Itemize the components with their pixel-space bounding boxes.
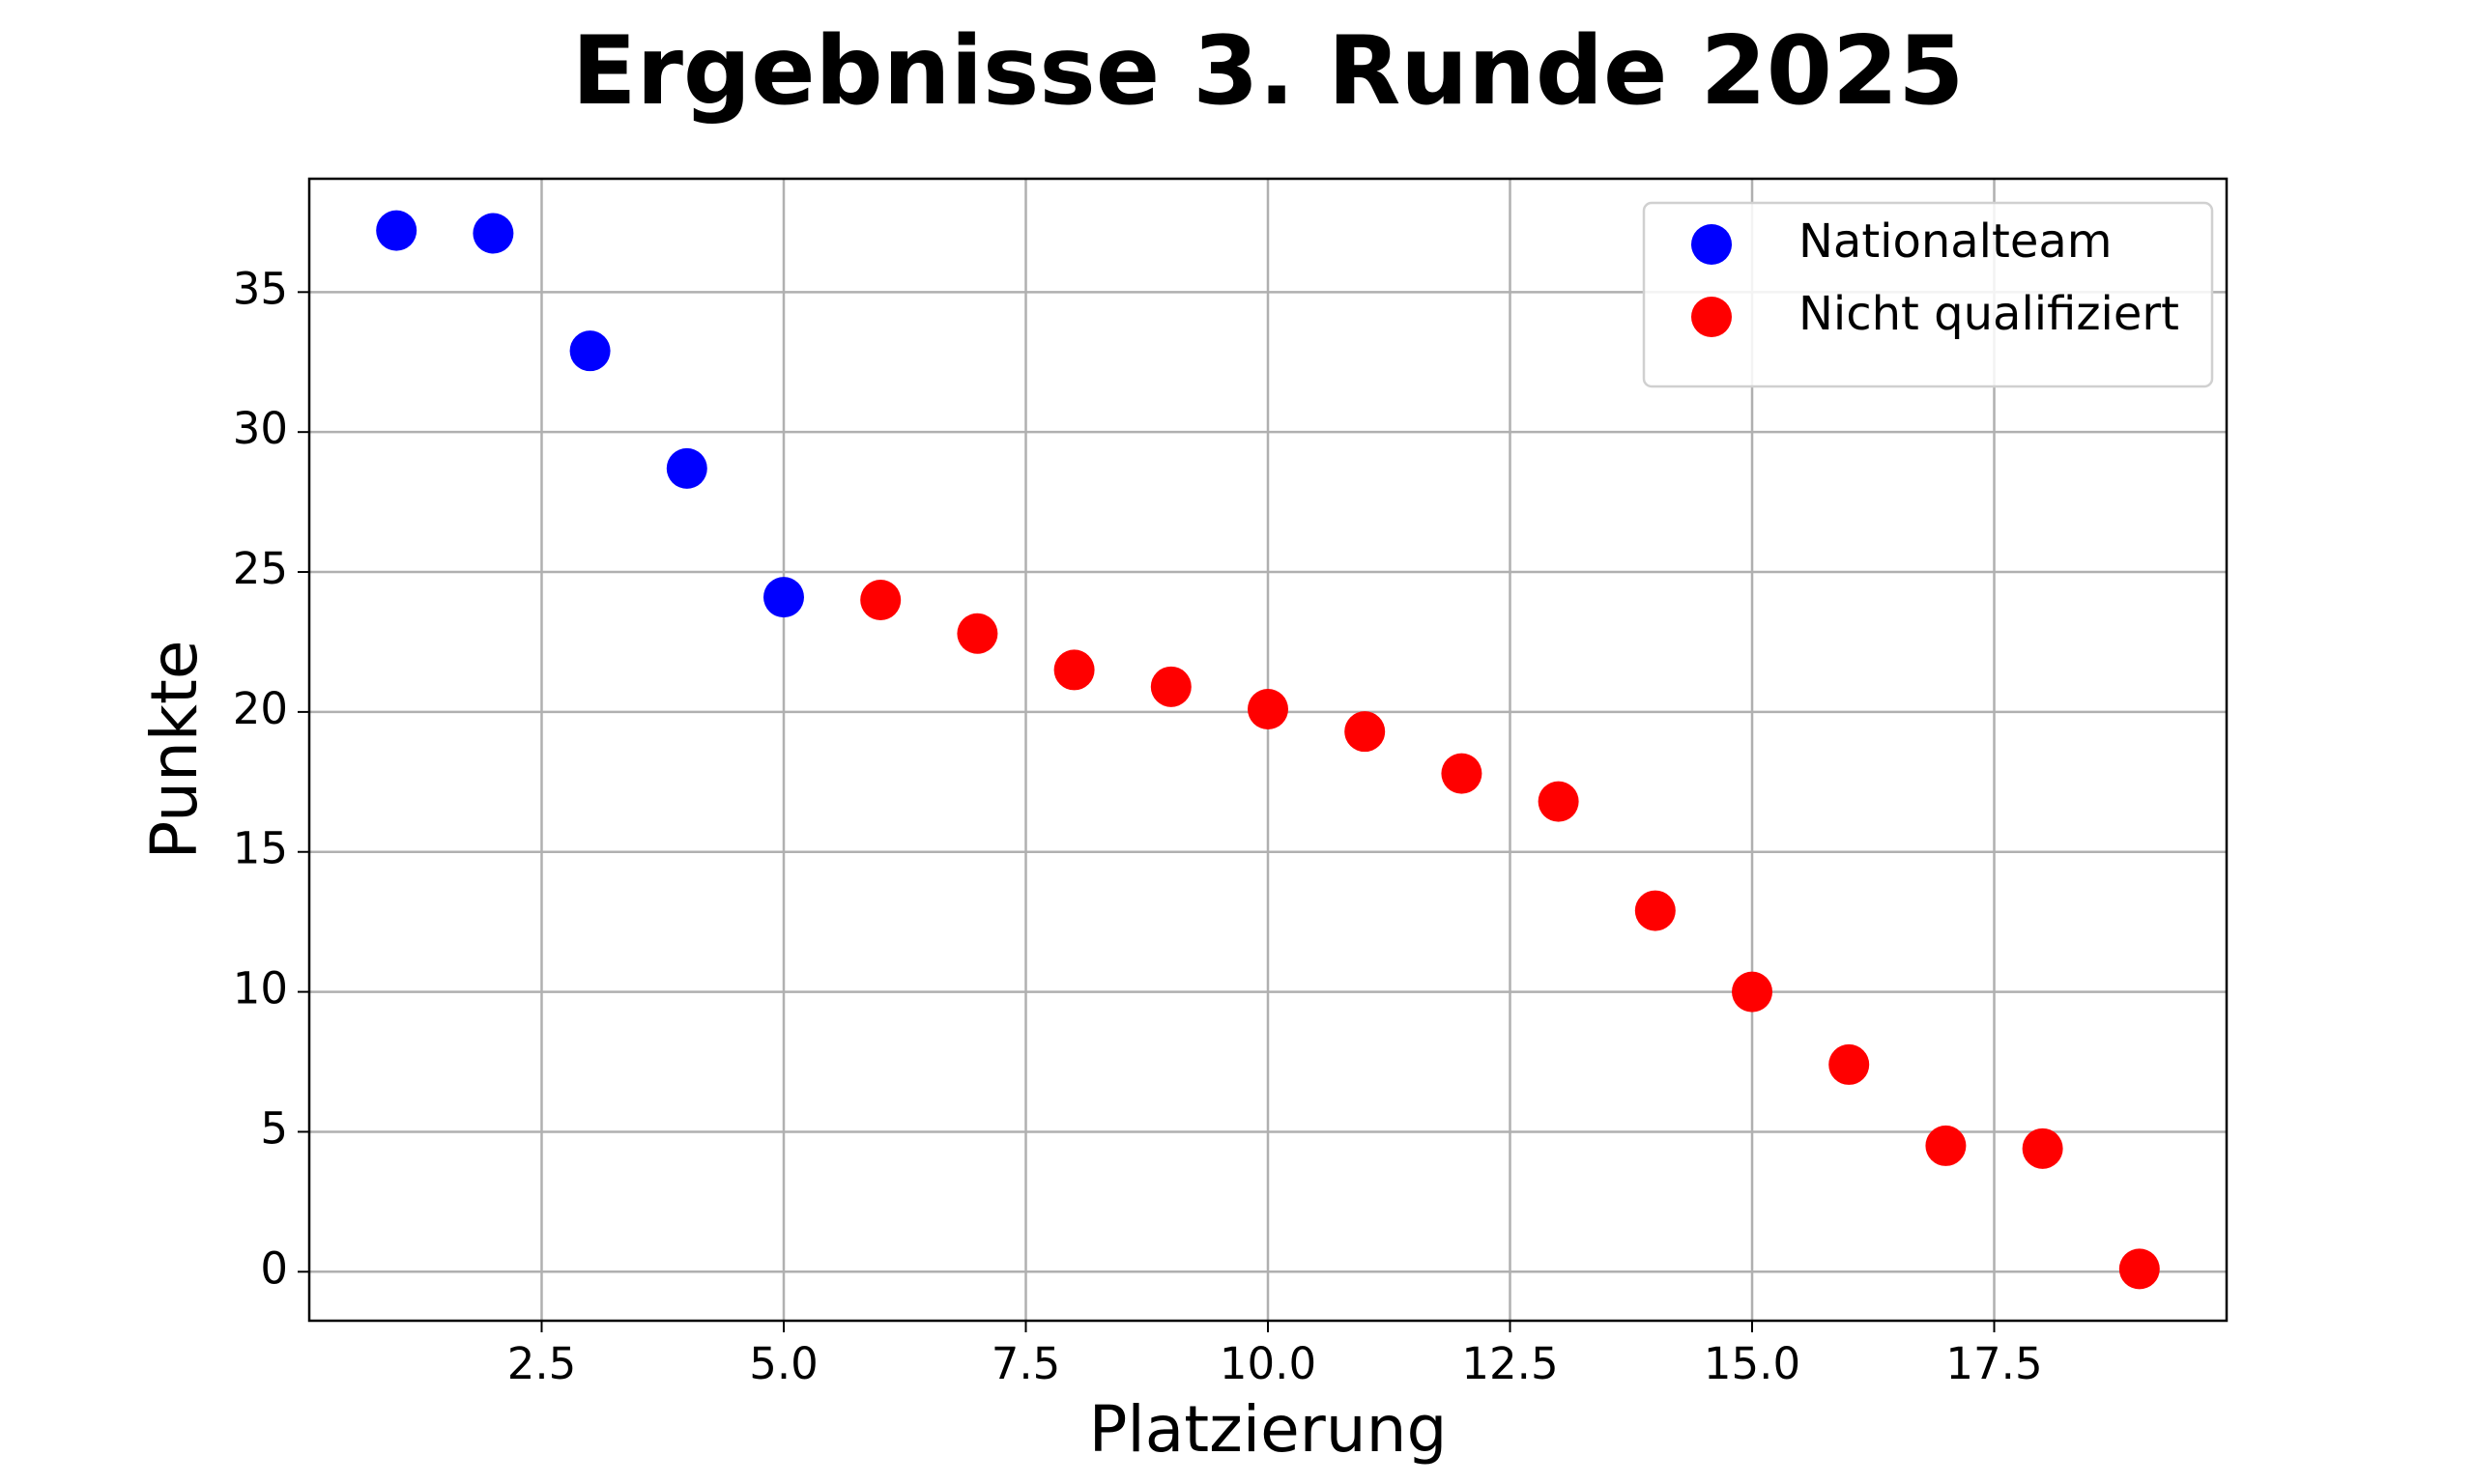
point [1828, 1043, 1870, 1085]
legend-marker [1691, 297, 1732, 337]
plot-frame [307, 177, 2229, 1323]
x-tick-label: 10.0 [1220, 1338, 1316, 1389]
point [957, 613, 998, 654]
point [2022, 1127, 2063, 1169]
chart-title: Ergebnisse 3. Runde 2025 [572, 16, 1965, 127]
x-axis-label: Platzierung [1089, 1392, 1448, 1467]
point [1732, 971, 1773, 1013]
y-tick-label: 25 [233, 543, 288, 594]
point [1053, 649, 1095, 691]
point [473, 213, 514, 254]
point [1538, 781, 1579, 822]
y-tick-label: 35 [233, 263, 288, 314]
point [666, 447, 707, 489]
point [860, 580, 902, 621]
x-tick-label: 2.5 [507, 1338, 577, 1389]
point [1441, 753, 1482, 794]
legend-label: Nationalteam [1798, 214, 2113, 269]
x-tick-label: 12.5 [1461, 1338, 1558, 1389]
point [1925, 1125, 1967, 1166]
y-tick-label: 5 [260, 1102, 288, 1154]
y-tick-label: 20 [233, 683, 288, 734]
y-tick-label: 10 [233, 963, 288, 1014]
point [376, 210, 417, 251]
x-tick-label: 15.0 [1704, 1338, 1800, 1389]
x-tick-label: 17.5 [1945, 1338, 2042, 1389]
point [1248, 688, 1288, 729]
legend-box [1642, 201, 2214, 388]
point [2118, 1248, 2160, 1290]
point [1344, 711, 1386, 753]
y-tick-label: 15 [233, 823, 288, 874]
point [1634, 890, 1676, 931]
x-tick-label: 7.5 [992, 1338, 1061, 1389]
y-tick-label: 30 [233, 403, 288, 454]
legend-marker [1691, 224, 1732, 265]
point [569, 330, 611, 372]
y-axis-label: Punkte [137, 640, 212, 859]
x-tick-label: 5.0 [749, 1338, 819, 1389]
y-tick-label: 0 [260, 1242, 288, 1294]
point [1150, 666, 1192, 707]
legend-label: Nicht qualifiziert [1798, 287, 2179, 341]
point [762, 577, 804, 618]
